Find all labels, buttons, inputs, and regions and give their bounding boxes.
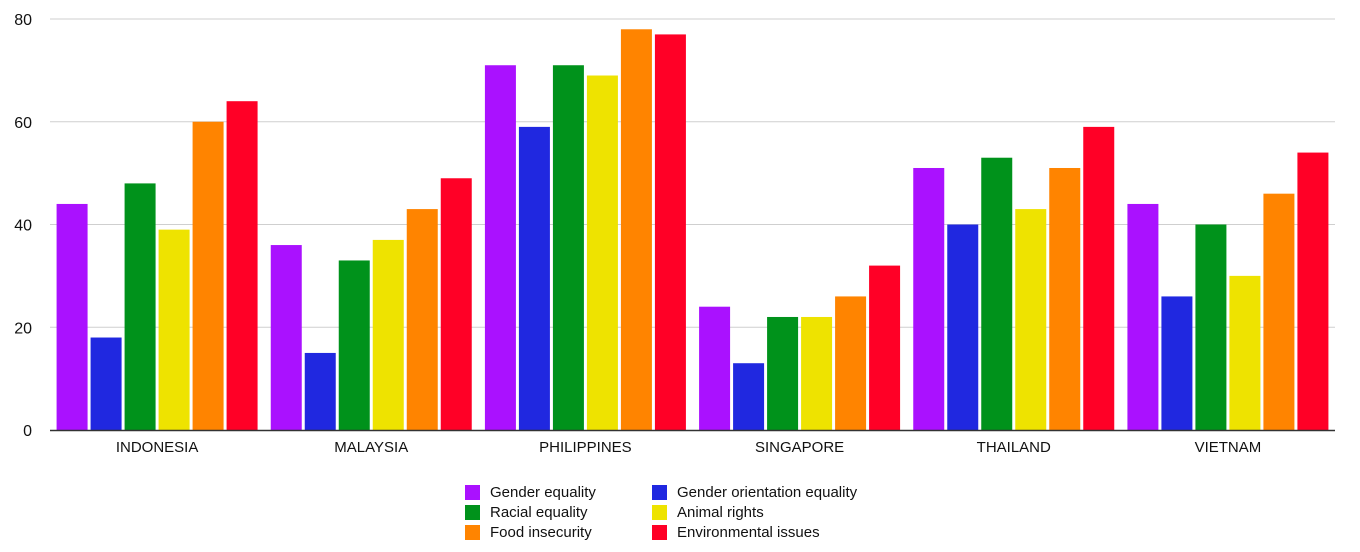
gridlines	[50, 18, 1335, 328]
y-tick-label: 80	[14, 12, 32, 29]
legend-label: Racial equality	[490, 504, 588, 521]
bar-philippines-animal-rights	[586, 75, 618, 430]
bar-thailand-gender-orientation-equality	[947, 224, 979, 430]
bar-vietnam-food-insecurity	[1263, 193, 1295, 430]
bar-vietnam-environmental-issues	[1297, 152, 1329, 430]
legend-swatch	[465, 485, 480, 500]
legend-swatch	[652, 505, 667, 520]
legend: Gender equality Gender orientation equal…	[465, 483, 872, 542]
legend-label: Animal rights	[677, 504, 764, 521]
bar-malaysia-gender-orientation-equality	[304, 352, 336, 430]
bar-philippines-food-insecurity	[620, 29, 652, 431]
legend-label: Food insecurity	[490, 524, 592, 541]
bar-thailand-environmental-issues	[1083, 126, 1115, 430]
bar-philippines-gender-equality	[484, 65, 516, 431]
bar-vietnam-gender-orientation-equality	[1161, 296, 1193, 430]
bar-indonesia-gender-orientation-equality	[90, 337, 122, 430]
y-tick-label: 0	[23, 423, 32, 440]
x-axis-labels: INDONESIA MALAYSIA PHILIPPINES SINGAPORE THA…	[116, 439, 1261, 456]
y-tick-label: 20	[14, 320, 32, 337]
legend-swatch	[652, 485, 667, 500]
legend-item-racial-equality: Racial equality	[465, 503, 652, 522]
bar-indonesia-gender-equality	[56, 203, 88, 430]
bar-thailand-gender-equality	[913, 167, 945, 431]
bar-malaysia-gender-equality	[270, 245, 302, 430]
bar-singapore-racial-equality	[767, 316, 799, 430]
y-axis-ticks: 0 20 40 60 80	[14, 12, 32, 440]
legend-item-gender-orientation-equality: Gender orientation equality	[652, 483, 872, 502]
x-tick-label: SINGAPORE	[755, 439, 844, 456]
legend-label: Environmental issues	[677, 524, 820, 541]
bar-singapore-gender-equality	[699, 306, 731, 430]
bar-vietnam-gender-equality	[1127, 203, 1159, 430]
bar-indonesia-animal-rights	[158, 229, 190, 430]
bar-singapore-environmental-issues	[869, 265, 901, 430]
x-tick-label: MALAYSIA	[334, 439, 408, 456]
legend-item-food-insecurity: Food insecurity	[465, 523, 652, 542]
bar-singapore-animal-rights	[801, 316, 833, 430]
x-tick-label: THAILAND	[977, 439, 1051, 456]
bar-vietnam-animal-rights	[1229, 275, 1261, 430]
legend-item-animal-rights: Animal rights	[652, 503, 872, 522]
bar-indonesia-environmental-issues	[226, 101, 258, 430]
bar-singapore-gender-orientation-equality	[733, 363, 765, 430]
legend-swatch	[465, 505, 480, 520]
bar-philippines-environmental-issues	[654, 34, 686, 430]
bar-indonesia-racial-equality	[124, 183, 156, 430]
legend-item-environmental-issues: Environmental issues	[652, 523, 872, 542]
bar-thailand-racial-equality	[981, 157, 1013, 430]
legend-item-gender-equality: Gender equality	[465, 483, 652, 502]
y-tick-label: 60	[14, 115, 32, 132]
y-tick-label: 40	[14, 218, 32, 235]
legend-label: Gender orientation equality	[677, 484, 858, 501]
bar-malaysia-environmental-issues	[440, 178, 472, 430]
bars	[56, 29, 1329, 431]
legend-swatch	[652, 525, 667, 540]
bar-thailand-animal-rights	[1015, 209, 1047, 430]
legend-swatch	[465, 525, 480, 540]
bar-philippines-gender-orientation-equality	[518, 126, 550, 430]
bar-philippines-racial-equality	[552, 65, 584, 431]
bar-chart: 0 20 40 60 80 INDONESIA MALAYSIA PHILIPPINES SI…	[14, 12, 1335, 456]
bar-malaysia-food-insecurity	[406, 209, 438, 430]
bar-vietnam-racial-equality	[1195, 224, 1227, 430]
legend-label: Gender equality	[490, 484, 596, 501]
bar-malaysia-animal-rights	[372, 239, 404, 430]
x-tick-label: INDONESIA	[116, 439, 199, 456]
x-tick-label: VIETNAM	[1195, 439, 1262, 456]
bar-thailand-food-insecurity	[1049, 167, 1081, 431]
bar-singapore-food-insecurity	[835, 296, 867, 430]
bar-malaysia-racial-equality	[338, 260, 370, 430]
x-tick-label: PHILIPPINES	[539, 439, 632, 456]
bar-indonesia-food-insecurity	[192, 121, 224, 430]
